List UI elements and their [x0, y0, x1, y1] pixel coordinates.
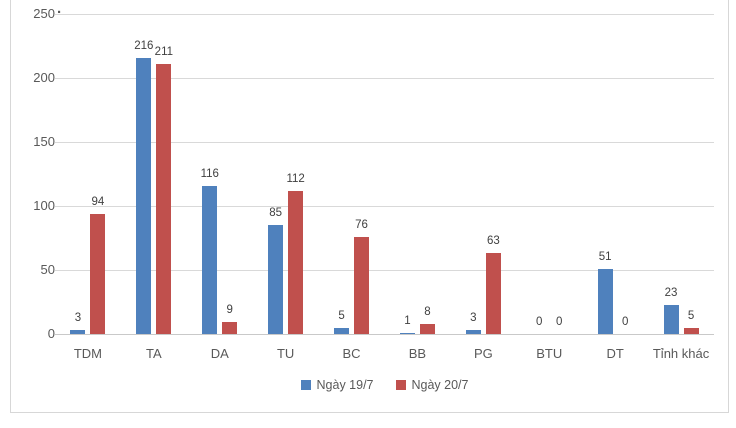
bar-pg-ng-y-20-7 — [485, 253, 501, 334]
value-label-pg-ng-y-20-7: 63 — [486, 235, 500, 248]
legend-item-ng-y-19-7: Ngày 19/7 — [300, 378, 374, 392]
x-axis-line — [55, 334, 714, 335]
value-label-dt-ng-y-20-7: 0 — [621, 316, 629, 328]
value-label-btu-ng-y-20-7: 0 — [556, 316, 563, 328]
gridline-150 — [55, 142, 714, 143]
legend-item-ng-y-20-7: Ngày 20/7 — [395, 378, 469, 392]
legend-swatch-ng-y-19-7 — [300, 380, 311, 390]
category-label-bb: BB — [408, 346, 427, 361]
bar-t-nh-kh-c-ng-y-20-7 — [683, 327, 699, 334]
category-label-bc: BC — [342, 346, 361, 361]
value-label-bb-ng-y-19-7: 1 — [404, 314, 411, 327]
bar-bb-ng-y-20-7 — [419, 323, 435, 334]
value-label-tdm-ng-y-19-7: 3 — [74, 312, 82, 325]
category-label-tu: TU — [276, 346, 295, 361]
value-label-bc-ng-y-20-7: 76 — [355, 218, 368, 231]
y-tick-label-50: 50 — [40, 262, 55, 277]
bar-t-nh-kh-c-ng-y-19-7 — [663, 304, 679, 334]
bar-pg-ng-y-19-7 — [465, 330, 481, 334]
value-label-tu-ng-y-20-7: 112 — [286, 172, 305, 185]
gridline-250 — [55, 14, 714, 15]
legend-label-ng-y-19-7: Ngày 19/7 — [316, 378, 374, 392]
bar-tdm-ng-y-19-7 — [70, 330, 86, 334]
bar-ta-ng-y-20-7 — [156, 63, 172, 334]
category-label-btu: BTU — [536, 346, 563, 361]
y-tick-label-0: 0 — [47, 326, 55, 341]
bar-bc-ng-y-19-7 — [334, 327, 350, 334]
y-tick-label-150: 150 — [33, 134, 55, 149]
gridline-200 — [55, 78, 714, 79]
category-label-ta: TA — [146, 346, 162, 361]
category-label-t-nh-kh-c: Tỉnh khác — [652, 346, 710, 361]
legend: Ngày 19/7 Ngày 20/7 — [55, 378, 714, 392]
chart-frame: 0 50 100 150 200 250 3 94 216 211 116 9 85 112 5 76 1 8 3… — [10, 0, 729, 413]
value-label-t-nh-kh-c-ng-y-20-7: 5 — [687, 309, 695, 322]
value-label-bc-ng-y-19-7: 5 — [338, 309, 345, 322]
value-label-da-ng-y-20-7: 9 — [226, 304, 233, 317]
value-label-bb-ng-y-20-7: 8 — [424, 305, 431, 318]
legend-label-ng-y-20-7: Ngày 20/7 — [411, 378, 469, 392]
bar-dt-ng-y-19-7 — [597, 268, 613, 334]
axis-artifact-dot: . — [57, 0, 62, 17]
bar-tu-ng-y-19-7 — [268, 225, 284, 334]
y-tick-label-100: 100 — [33, 198, 55, 213]
bar-bc-ng-y-20-7 — [354, 236, 370, 334]
category-label-pg: PG — [473, 346, 493, 361]
bar-ta-ng-y-19-7 — [136, 57, 152, 334]
category-label-da: DA — [210, 346, 229, 361]
bar-bb-ng-y-19-7 — [399, 332, 415, 334]
value-label-dt-ng-y-19-7: 51 — [598, 250, 612, 263]
y-tick-label-200: 200 — [33, 70, 55, 85]
bar-tu-ng-y-20-7 — [288, 190, 304, 334]
y-tick-label-250: 250 — [33, 6, 55, 21]
value-label-da-ng-y-19-7: 116 — [200, 167, 219, 180]
bar-da-ng-y-19-7 — [202, 185, 218, 334]
value-label-pg-ng-y-19-7: 3 — [470, 312, 477, 325]
gridline-50 — [55, 270, 714, 271]
gridline-100 — [55, 206, 714, 207]
value-label-t-nh-kh-c-ng-y-19-7: 23 — [664, 286, 678, 299]
bar-tdm-ng-y-20-7 — [90, 213, 106, 334]
value-label-ta-ng-y-19-7: 216 — [134, 39, 154, 52]
category-label-tdm: TDM — [73, 346, 103, 361]
bar-da-ng-y-20-7 — [222, 322, 238, 334]
legend-swatch-ng-y-20-7 — [395, 380, 406, 390]
value-label-tu-ng-y-19-7: 85 — [269, 207, 283, 220]
value-label-tdm-ng-y-20-7: 94 — [91, 195, 105, 208]
value-label-ta-ng-y-20-7: 211 — [154, 45, 174, 58]
category-label-dt: DT — [606, 346, 624, 361]
value-label-btu-ng-y-19-7: 0 — [536, 316, 543, 328]
